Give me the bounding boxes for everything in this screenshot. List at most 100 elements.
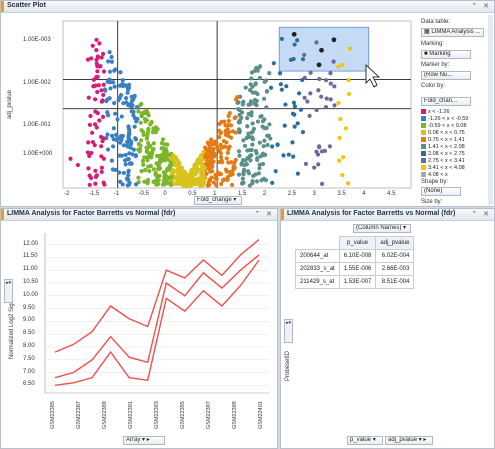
scatter-plot-area[interactable] [1, 13, 416, 207]
data-point [146, 164, 151, 169]
y-tick: 6.50 [23, 381, 35, 388]
data-point [290, 140, 295, 145]
scatter-y-axis-label: adj_pvalue [7, 89, 13, 119]
y-tick: 10.00 [23, 291, 39, 298]
data-point [95, 69, 100, 74]
x-axis-array-selector[interactable]: Array ▾ ▸ [123, 436, 165, 445]
data-point [87, 173, 92, 178]
legend-swatch [421, 165, 426, 171]
legend-item[interactable]: 4.08 < x [421, 172, 448, 179]
legend-item[interactable]: 3.41 < x < 4.08 [421, 165, 465, 172]
table-header-cell[interactable]: p_value [338, 236, 377, 250]
data-point [286, 152, 291, 157]
data-point [110, 167, 116, 172]
data-point [210, 169, 215, 174]
column-names-selector[interactable]: (Column Names) ▾ [353, 224, 411, 233]
data-point [122, 82, 127, 88]
data-point [151, 167, 156, 172]
data-point [106, 113, 111, 118]
row-axis-selector[interactable]: ▸▾ [284, 319, 293, 343]
table-row[interactable]: 211429_s_at 1.53E-007 8.51E-004 [295, 275, 415, 289]
scatter-plot-panel: Scatter Plot ⌃ ✕ adj_pvalue 1.00E-003 1.… [0, 0, 495, 207]
legend-item[interactable]: -1.26 < x < -0.59 [421, 116, 468, 123]
data-point [226, 160, 231, 165]
data-point [179, 165, 184, 170]
data-point [89, 56, 94, 61]
data-point [126, 168, 131, 173]
data-point [218, 154, 224, 160]
column-names-label: (Column Names) [356, 225, 402, 231]
data-point [202, 167, 207, 172]
legend-item[interactable]: -0.59 < x < 0.08 [421, 123, 467, 130]
data-point [125, 139, 131, 144]
marking-select[interactable]: ■ Marking [421, 50, 471, 59]
data-point [123, 162, 128, 167]
data-point [211, 180, 216, 185]
y-tick: 11.00 [23, 266, 38, 273]
data-point [251, 126, 257, 131]
data-point [198, 167, 204, 172]
y-tick: 1.00E-001 [23, 122, 51, 128]
legend-item[interactable]: x < -1.26 [421, 109, 450, 116]
line-plot-area[interactable] [1, 221, 278, 449]
legend-label: 3.41 < x < 4.08 [428, 165, 465, 171]
data-point [308, 91, 313, 96]
data-point [248, 82, 253, 87]
data-point [240, 176, 245, 181]
legend-item[interactable]: 0.08 < x < 0.75 [421, 130, 465, 137]
legend-item[interactable]: 2.08 < x < 2.75 [421, 151, 465, 158]
data-point [151, 141, 156, 146]
table-panel: LIMMA Analysis for Factor Barretts vs No… [280, 208, 495, 449]
data-point [125, 157, 130, 162]
data-point [164, 148, 169, 153]
table-panel-title: LIMMA Analysis for Factor Barretts vs No… [287, 210, 456, 217]
color-by-select[interactable]: Fold_chan... [421, 97, 471, 106]
data-point [244, 115, 250, 121]
data-point [120, 78, 125, 83]
data-point [168, 182, 173, 187]
data-point [109, 54, 114, 60]
x-tick: 4 [362, 191, 366, 197]
data-point [213, 172, 218, 178]
y-axis-selector[interactable]: ▸▾ [4, 279, 13, 303]
window-controls[interactable]: ⌃ ✕ [471, 211, 491, 218]
shape-by-select[interactable]: (None) [421, 187, 461, 196]
data-point [126, 103, 131, 108]
table-row[interactable]: 202833_s_at 1.55E-006 2.66E-003 [295, 262, 415, 276]
window-controls[interactable]: ⌃ ✕ [254, 211, 274, 218]
data-point [96, 83, 101, 88]
legend-item[interactable]: 2.75 < x < 3.41 [421, 158, 465, 165]
x-tick: -2 [63, 191, 70, 197]
data-point [134, 105, 140, 110]
marker-by-select[interactable]: (Row Nu... [421, 71, 471, 80]
data-point [226, 146, 231, 152]
data-point [125, 90, 130, 95]
table-row[interactable]: 200644_at 6.10E-008 6.02E-004 [295, 249, 415, 263]
legend-item[interactable]: 0.75 < x < 1.41 [421, 137, 465, 144]
data-point [268, 85, 274, 90]
side-scrollbar[interactable] [488, 15, 493, 205]
data-point [94, 37, 99, 42]
legend-label: -0.59 < x < 0.08 [428, 123, 467, 129]
data-point [284, 84, 289, 89]
data-table-select[interactable]: ▦ LIMMA Analysis ... [421, 28, 484, 37]
window-controls[interactable]: ⌃ ✕ [471, 3, 491, 10]
p-value-selector[interactable]: p_value ▾ [347, 436, 383, 445]
data-point [169, 174, 174, 180]
data-point [147, 168, 152, 174]
adj-pvalue-selector[interactable]: adj_pvalue ▾ ▸ [385, 436, 433, 445]
data-point [178, 169, 183, 174]
data-point [100, 139, 105, 144]
y-tick: 10.50 [23, 279, 39, 286]
table-header-cell[interactable]: adj_pvalue [375, 236, 415, 250]
data-point [154, 127, 159, 132]
data-point [165, 180, 170, 186]
data-point [100, 51, 106, 56]
data-point [259, 178, 264, 183]
data-point [258, 154, 263, 159]
legend-item[interactable]: 1.41 < x < 2.08 [421, 144, 465, 151]
x-axis-column-selector[interactable]: Fold_change ▾ [194, 196, 242, 205]
data-point [154, 161, 159, 166]
data-point [119, 114, 124, 119]
data-point [340, 172, 345, 178]
